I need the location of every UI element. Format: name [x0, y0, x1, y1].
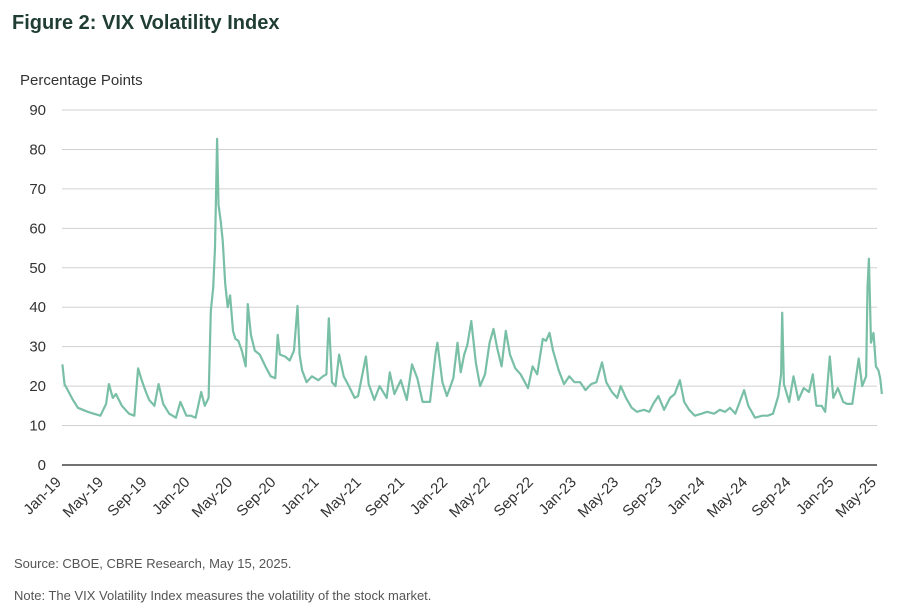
x-tick-label: May-20	[189, 474, 236, 521]
y-tick-label: 0	[38, 457, 46, 474]
y-tick-labels: 0 10 20 30 40 50 60 70 80 90	[29, 102, 46, 474]
y-tick-label: 20	[29, 378, 46, 395]
x-tick-label: Sep-22	[491, 474, 537, 520]
source-note: Source: CBOE, CBRE Research, May 15, 202…	[14, 556, 292, 571]
x-tick-label: Sep-24	[748, 474, 794, 520]
x-tick-label: May-24	[704, 474, 751, 521]
x-tick-label: Sep-20	[233, 474, 279, 520]
vix-series-line	[61, 137, 883, 419]
x-tick-label: Jan-20	[149, 474, 193, 518]
x-tick-label: Jan-22	[407, 474, 451, 518]
figure-title: Figure 2: VIX Volatility Index	[12, 12, 280, 34]
x-tick-label: Sep-19	[104, 474, 150, 520]
x-tick-label: Jan-19	[20, 474, 64, 518]
x-tick-label: Sep-21	[362, 474, 408, 520]
y-tick-label: 50	[29, 260, 46, 277]
y-tick-label: 40	[29, 299, 46, 316]
y-tick-label: 70	[29, 181, 46, 198]
x-tick-label: Jan-21	[278, 474, 322, 518]
y-tick-label: 30	[29, 339, 46, 356]
x-tick-label: Sep-23	[619, 474, 665, 520]
y-tick-label: 90	[29, 102, 46, 119]
x-tick-label: May-19	[60, 474, 107, 521]
x-tick-label: May-23	[575, 474, 622, 521]
y-tick-label: 80	[29, 141, 46, 158]
x-tick-label: Jan-23	[535, 474, 579, 518]
y-tick-label: 60	[29, 220, 46, 237]
footnote: Note: The VIX Volatility Index measures …	[14, 588, 432, 603]
x-tick-label: May-21	[317, 474, 364, 521]
y-axis-label: Percentage Points	[20, 72, 143, 89]
y-tick-label: 10	[29, 418, 46, 435]
x-tick-label: Jan-25	[793, 474, 837, 518]
x-tick-labels: Jan-19May-19Sep-19Jan-20May-20Sep-20Jan-…	[20, 474, 879, 521]
x-tick-label: May-22	[446, 474, 493, 521]
x-tick-label: Jan-24	[664, 474, 708, 518]
x-tick-label: May-25	[832, 474, 879, 521]
gridlines	[62, 109, 877, 427]
